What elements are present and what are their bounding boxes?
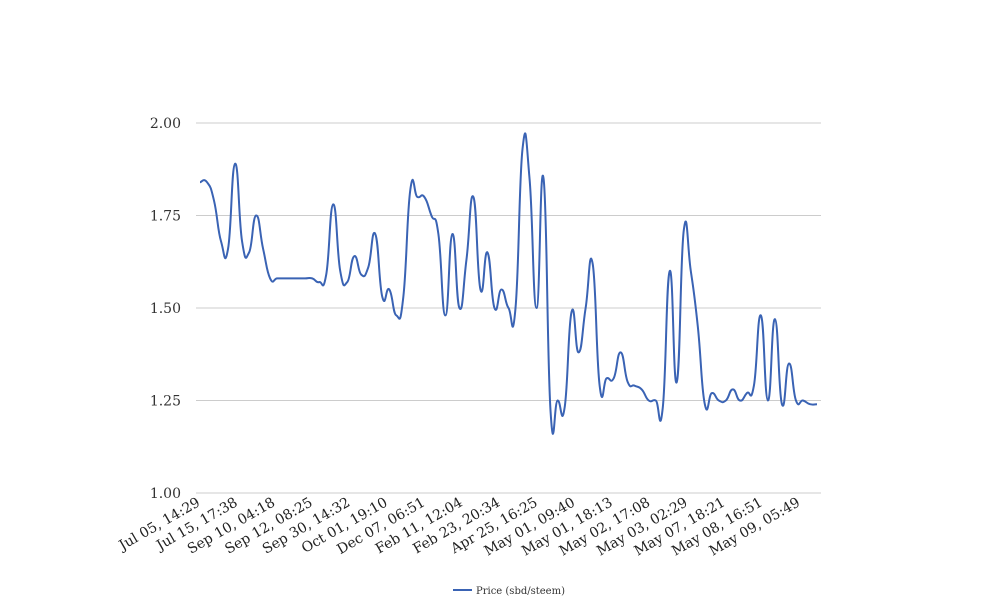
y-axis-ticks: 1.00 1.25 1.50 1.75 2.00 [150, 116, 181, 502]
y-tick-label: 1.50 [150, 301, 181, 317]
y-tick-label: 1.25 [150, 394, 181, 410]
y-tick-label: 1.75 [150, 209, 181, 225]
legend-label: Price (sbd/steem) [476, 586, 565, 597]
plot-area [199, 132, 818, 435]
y-tick-label: 2.00 [150, 116, 181, 132]
y-tick-label: 1.00 [150, 486, 181, 502]
legend: Price (sbd/steem) [453, 586, 565, 597]
series-line-price [199, 132, 818, 435]
